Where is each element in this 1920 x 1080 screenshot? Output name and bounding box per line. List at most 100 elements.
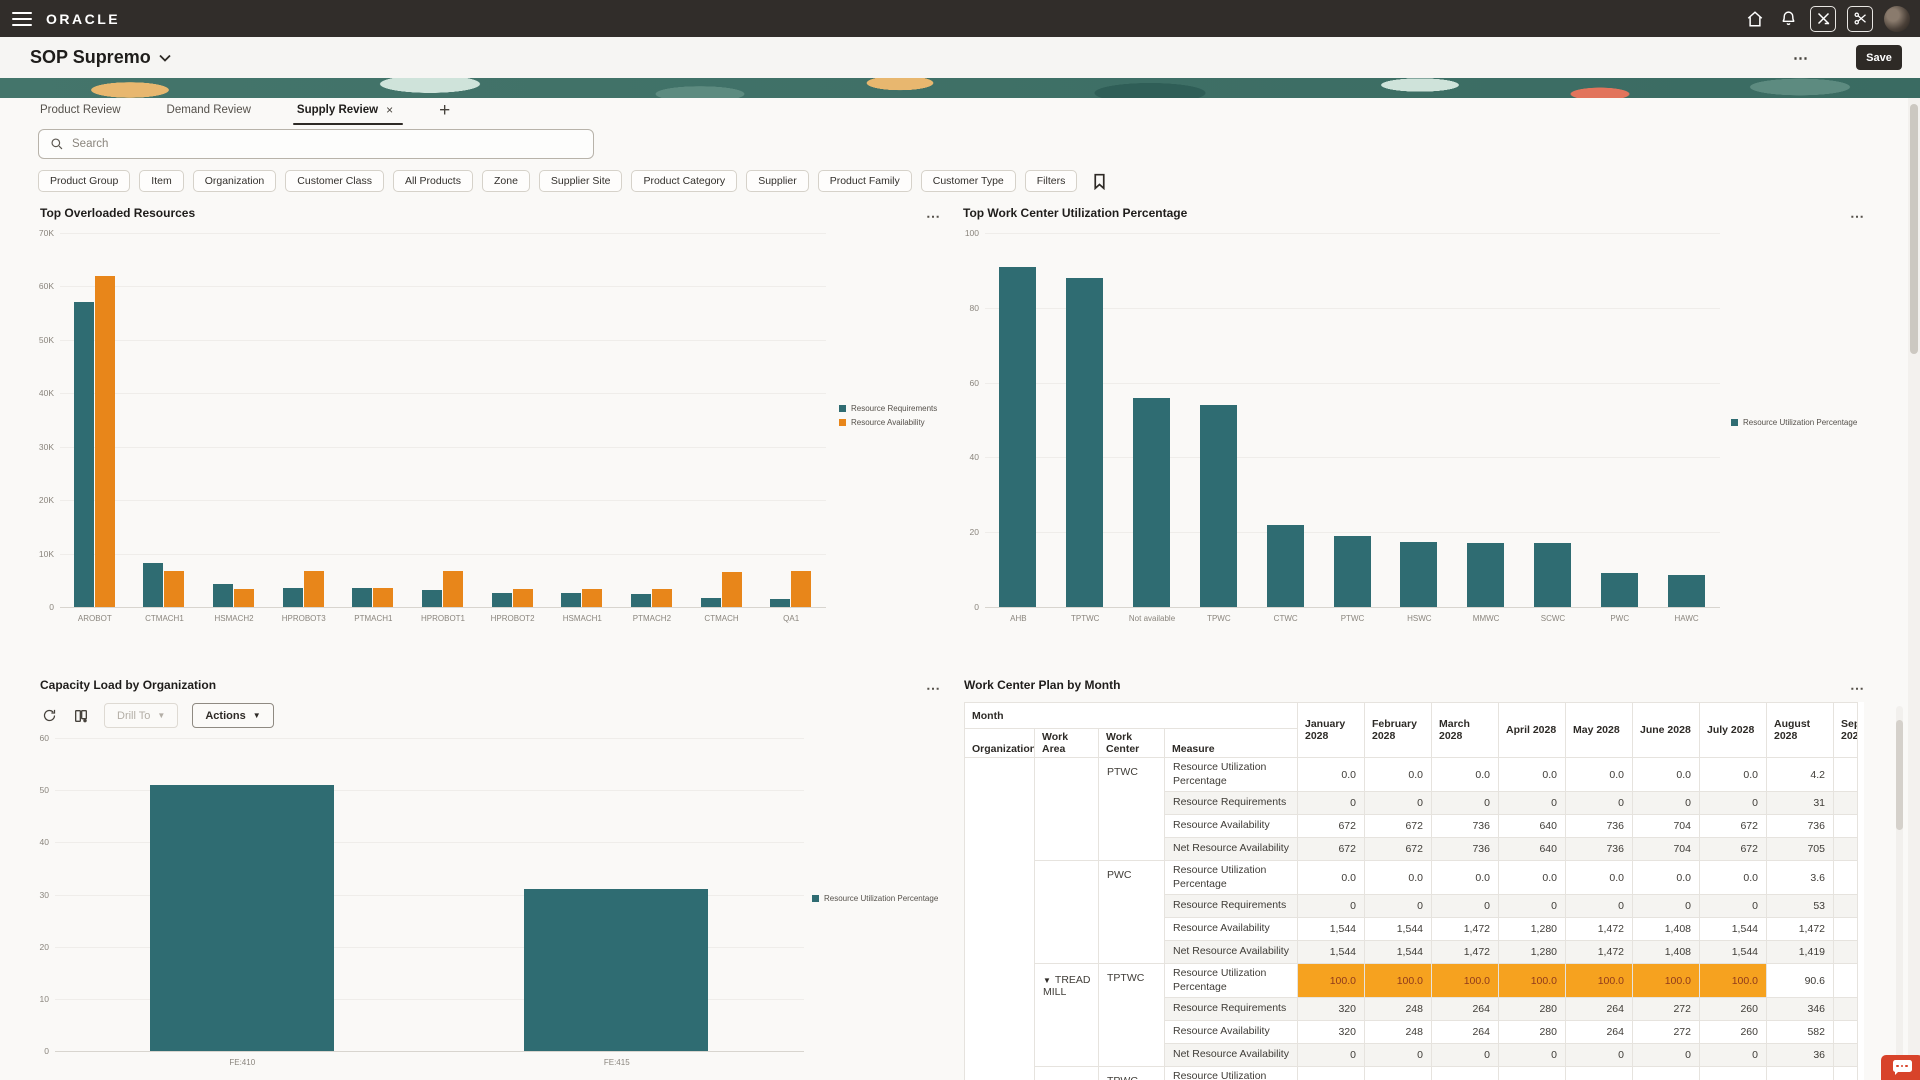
- value-cell[interactable]: 100.0: [1699, 963, 1767, 998]
- value-cell[interactable]: 0.0: [1364, 860, 1432, 895]
- value-cell[interactable]: 44.2: [1364, 1066, 1432, 1080]
- bar-ctmach[interactable]: [721, 572, 742, 607]
- value-cell[interactable]: 736: [1431, 837, 1499, 861]
- value-cell[interactable]: [1833, 894, 1858, 918]
- value-cell[interactable]: 1,408: [1632, 917, 1700, 941]
- tab-supply-review[interactable]: Supply Review ×: [292, 103, 404, 125]
- value-cell[interactable]: 264: [1565, 1020, 1633, 1044]
- value-cell[interactable]: 272: [1632, 997, 1700, 1021]
- bar-ctmach1[interactable]: [164, 571, 185, 607]
- actions-button[interactable]: Actions ▼: [192, 703, 274, 728]
- value-cell[interactable]: [1833, 860, 1858, 895]
- table-row[interactable]: Resource Requirements 0 0 0 0 0 0 0 31: [965, 791, 1858, 815]
- value-cell[interactable]: 0.0: [1632, 860, 1700, 895]
- filter-chip-product-family[interactable]: Product Family: [817, 170, 912, 192]
- value-cell[interactable]: 260: [1699, 997, 1767, 1021]
- value-cell[interactable]: 582: [1766, 1020, 1834, 1044]
- value-cell[interactable]: [1833, 917, 1858, 941]
- value-cell[interactable]: 0: [1297, 1043, 1365, 1067]
- bar-ptmach2[interactable]: [651, 589, 672, 607]
- filter-chip-product-category[interactable]: Product Category: [631, 170, 738, 192]
- value-cell[interactable]: 672: [1297, 814, 1365, 838]
- tab-add-button[interactable]: +: [439, 100, 451, 121]
- value-cell[interactable]: 90.6: [1766, 963, 1834, 998]
- value-cell[interactable]: 264: [1431, 1020, 1499, 1044]
- table-row[interactable]: Net Resource Availability 1,544 1,544 1,472…: [965, 940, 1858, 964]
- value-cell[interactable]: 47.7: [1632, 1066, 1700, 1080]
- value-cell[interactable]: 640: [1498, 814, 1566, 838]
- bar-ctmach[interactable]: [700, 598, 721, 607]
- value-cell[interactable]: 0: [1431, 791, 1499, 815]
- value-cell[interactable]: 320: [1297, 997, 1365, 1021]
- value-cell[interactable]: 248: [1364, 997, 1432, 1021]
- month-column-header[interactable]: June 2028: [1632, 702, 1700, 758]
- value-cell[interactable]: 1,544: [1699, 917, 1767, 941]
- month-column-header[interactable]: February 2028: [1364, 702, 1432, 758]
- tab-product-review[interactable]: Product Review: [40, 104, 121, 124]
- hamburger-menu-icon[interactable]: [12, 11, 32, 26]
- value-cell[interactable]: 0.0: [1699, 860, 1767, 895]
- value-cell[interactable]: 260: [1699, 1020, 1767, 1044]
- value-cell[interactable]: 0.0: [1431, 757, 1499, 792]
- value-cell[interactable]: 672: [1699, 837, 1767, 861]
- tab-close-icon[interactable]: ×: [386, 103, 394, 117]
- month-column-header[interactable]: July 2028: [1699, 702, 1767, 758]
- value-cell[interactable]: 264: [1431, 997, 1499, 1021]
- value-cell[interactable]: 60.6: [1297, 1066, 1365, 1080]
- bookmark-icon[interactable]: [1092, 173, 1107, 190]
- value-cell[interactable]: 100.0: [1364, 963, 1432, 998]
- value-cell[interactable]: 1,544: [1297, 917, 1365, 941]
- value-cell[interactable]: 0.0: [1632, 757, 1700, 792]
- bar-qa1[interactable]: [791, 571, 812, 607]
- filter-chip-customer-type[interactable]: Customer Type: [920, 170, 1016, 192]
- bar-hsmach1[interactable]: [582, 589, 603, 607]
- bar-ptwc[interactable]: [1333, 536, 1371, 607]
- drill-to-button[interactable]: Drill To ▼: [104, 703, 179, 728]
- bar-mmwc[interactable]: [1467, 543, 1505, 607]
- value-cell[interactable]: 1,408: [1632, 940, 1700, 964]
- value-cell[interactable]: 100.0: [1431, 963, 1499, 998]
- home-icon[interactable]: [1744, 8, 1766, 30]
- value-cell[interactable]: 1,472: [1766, 917, 1834, 941]
- value-cell[interactable]: 31: [1766, 791, 1834, 815]
- month-column-header[interactable]: August 2028: [1766, 702, 1834, 758]
- person-x-icon[interactable]: [1810, 5, 1836, 32]
- value-cell[interactable]: 3.6: [1766, 860, 1834, 895]
- save-button[interactable]: Save: [1856, 45, 1902, 70]
- value-cell[interactable]: 0: [1565, 1043, 1633, 1067]
- value-cell[interactable]: 672: [1297, 837, 1365, 861]
- value-cell[interactable]: 0: [1364, 894, 1432, 918]
- work-area-cell[interactable]: ▼ TREAD MILL: [1034, 963, 1099, 1067]
- value-cell[interactable]: 736: [1431, 814, 1499, 838]
- value-cell[interactable]: 705: [1766, 837, 1834, 861]
- value-cell[interactable]: 0: [1565, 791, 1633, 815]
- value-cell[interactable]: 672: [1364, 837, 1432, 861]
- value-cell[interactable]: 640: [1498, 837, 1566, 861]
- value-cell[interactable]: 704: [1632, 814, 1700, 838]
- value-cell[interactable]: 0: [1297, 791, 1365, 815]
- month-column-header[interactable]: September 2028: [1833, 702, 1858, 758]
- refresh-icon[interactable]: [40, 707, 58, 725]
- value-cell[interactable]: 0: [1364, 791, 1432, 815]
- bar-scwc[interactable]: [1533, 543, 1571, 607]
- table-row[interactable]: ▼ TREAD MILL TPTWC Resource Utilization Per…: [965, 963, 1858, 1067]
- bar-hprobot3[interactable]: [282, 588, 303, 607]
- bar-hsmach2[interactable]: [234, 589, 255, 607]
- filter-chip-product-group[interactable]: Product Group: [38, 170, 131, 192]
- page-scrollbar[interactable]: [1908, 98, 1920, 1080]
- collapse-triangle-icon[interactable]: ▼: [1043, 976, 1051, 985]
- value-cell[interactable]: 0: [1565, 894, 1633, 918]
- table-row[interactable]: PWC Resource Utilization Percentage 0.0 0.0…: [965, 860, 1858, 964]
- value-cell[interactable]: 53: [1766, 894, 1834, 918]
- value-cell[interactable]: 1,544: [1699, 940, 1767, 964]
- table-row[interactable]: PTWC Resource Utilization Percentage 0.0 0.…: [964, 757, 1858, 1080]
- value-cell[interactable]: 320: [1297, 1020, 1365, 1044]
- bar-hprobot1[interactable]: [422, 590, 442, 607]
- value-cell[interactable]: 0: [1699, 1043, 1767, 1067]
- value-cell[interactable]: 0.0: [1565, 757, 1633, 792]
- value-cell[interactable]: 672: [1364, 814, 1432, 838]
- filter-chip-all-products[interactable]: All Products: [392, 170, 473, 192]
- value-cell[interactable]: 704: [1632, 837, 1700, 861]
- value-cell[interactable]: 0.0: [1699, 757, 1767, 792]
- value-cell[interactable]: [1833, 940, 1858, 964]
